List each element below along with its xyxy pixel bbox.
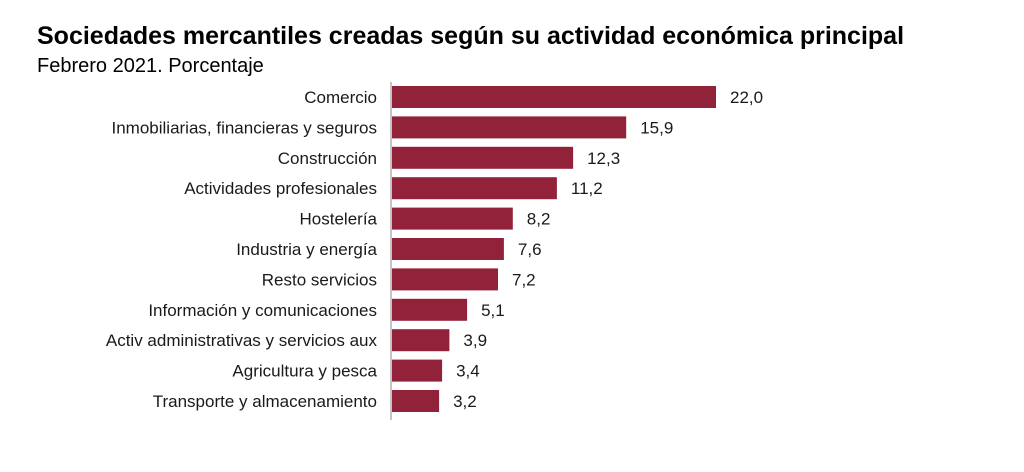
value-label: 3,9 — [463, 331, 487, 350]
value-label: 7,2 — [512, 270, 536, 289]
value-label: 12,3 — [587, 149, 620, 168]
bar — [392, 238, 504, 260]
value-label: 8,2 — [527, 210, 551, 229]
bar — [392, 390, 440, 412]
bar — [392, 329, 450, 352]
bar — [392, 116, 627, 139]
bars-group: Comercio 22,0 Inmobiliarias, financieras y… — [106, 86, 763, 412]
bar — [392, 177, 557, 200]
category-label: Industria y energía — [236, 240, 377, 259]
category-label: Construcción — [278, 149, 377, 168]
category-label: Agricultura y pesca — [232, 362, 377, 381]
category-label: Inmobiliarias, financieras y seguros — [111, 118, 377, 137]
value-label: 5,1 — [481, 301, 505, 320]
value-label: 15,9 — [640, 118, 673, 137]
category-label: Transporte y almacenamiento — [153, 392, 377, 411]
chart-subtitle: Febrero 2021. Porcentaje — [37, 55, 264, 77]
value-label: 22,0 — [730, 88, 763, 107]
bar — [392, 359, 443, 382]
category-label: Actividades profesionales — [184, 179, 377, 198]
bar — [392, 86, 716, 108]
bar — [392, 268, 498, 291]
value-label: 11,2 — [571, 179, 603, 198]
chart-title: Sociedades mercantiles creadas según su … — [37, 22, 905, 50]
bar — [392, 146, 574, 169]
category-label: Comercio — [304, 88, 377, 107]
value-label: 3,4 — [456, 362, 480, 381]
value-label: 3,2 — [453, 392, 477, 411]
bar — [392, 298, 468, 321]
category-label: Activ administrativas y servicios aux — [106, 331, 378, 350]
bar — [392, 207, 513, 230]
category-label: Hostelería — [300, 210, 378, 229]
category-label: Información y comunicaciones — [148, 301, 377, 320]
value-label: 7,6 — [518, 240, 542, 259]
category-label: Resto servicios — [262, 270, 377, 289]
